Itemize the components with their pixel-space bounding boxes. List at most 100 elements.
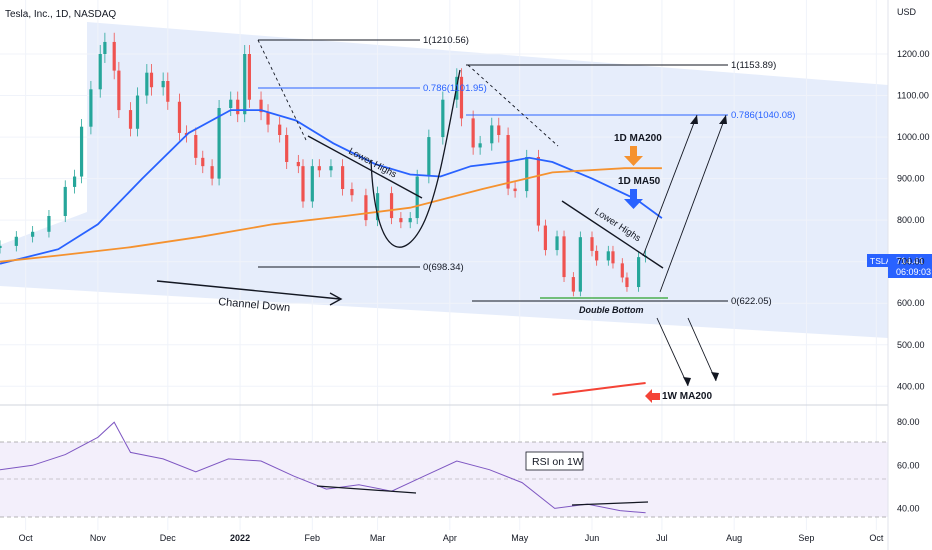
x-tick-label: Jul <box>656 533 668 543</box>
candle-body <box>296 162 300 167</box>
candle-body <box>0 245 2 248</box>
candle-body <box>14 236 18 246</box>
fib-top-left-label: 1(1210.56) <box>423 35 469 46</box>
x-tick-label: Apr <box>443 533 457 543</box>
candle-body <box>375 193 380 221</box>
projection-arrowhead-2 <box>719 115 727 124</box>
projection-arrowhead-3 <box>683 377 691 386</box>
indicator-lines <box>0 109 663 514</box>
rsi-label: RSI on 1W <box>532 456 583 468</box>
candle-body <box>310 166 314 202</box>
candle-body <box>103 41 107 54</box>
1d-ma50-line <box>0 109 663 265</box>
candle-body <box>606 251 610 261</box>
candle-body <box>578 237 582 292</box>
candle-body <box>89 89 93 127</box>
candle-body <box>149 72 154 88</box>
lower-highs-line-2 <box>561 200 664 269</box>
y-tick-label: 600.00 <box>897 298 925 308</box>
lower-highs-line-1 <box>307 135 423 199</box>
channel-down-area <box>0 22 888 338</box>
price-tag-symbol: TSLA <box>870 256 892 266</box>
candle-body <box>145 72 149 96</box>
candle-body <box>194 135 198 158</box>
candle-body <box>63 186 67 216</box>
candle-body <box>135 95 140 129</box>
rsi-tick-label: 40.00 <box>897 503 920 513</box>
candle-body <box>478 143 482 148</box>
x-tick-label: Oct <box>869 533 884 543</box>
rsi-trendline-1 <box>316 485 417 494</box>
dashed-guide-right <box>467 64 559 147</box>
rebound-curve <box>370 69 461 248</box>
candle-body <box>637 257 641 288</box>
ma50-label: 1D MA50 <box>618 176 661 187</box>
candle-body <box>117 70 121 111</box>
rsi-tick-label: 80.00 <box>897 417 920 427</box>
candles <box>0 32 648 297</box>
projection-arrowhead-4 <box>711 372 719 381</box>
x-tick-label: Feb <box>305 533 321 543</box>
rsi-tick-label: 60.00 <box>897 460 920 470</box>
candle-body <box>350 189 354 196</box>
candle-body <box>329 166 333 171</box>
projection-path-2 <box>659 114 727 293</box>
projection-down-1 <box>656 317 689 387</box>
price-tag-time: 06:09:03 <box>896 267 931 277</box>
candle-body <box>285 135 289 162</box>
candle-body <box>98 54 102 90</box>
price-tag-box <box>888 254 932 278</box>
candle-body <box>590 237 594 251</box>
candle-body <box>161 81 165 88</box>
candle-body <box>210 166 214 179</box>
dashed-guide-left <box>257 39 307 141</box>
price-tag-symbol-box <box>867 254 888 267</box>
candle-body <box>513 188 517 192</box>
candle-body <box>166 81 170 102</box>
fib-top-right-label: 1(1153.89) <box>731 60 776 71</box>
candle-body <box>72 176 77 187</box>
y-tick-label: 700.00 <box>897 257 925 267</box>
candle-body <box>364 195 368 221</box>
candle-body <box>201 157 205 167</box>
ma200-arrow-head <box>624 156 643 166</box>
candle-body <box>441 99 445 138</box>
candle-body <box>497 125 501 135</box>
candle-body <box>112 41 116 71</box>
y-tick-label: 500.00 <box>897 340 925 350</box>
candle-body <box>611 251 615 264</box>
x-tick-label: 2022 <box>230 533 250 543</box>
projection-arrowhead-1 <box>690 115 698 124</box>
rsi-line <box>0 421 646 514</box>
candle-body <box>31 231 35 237</box>
candle-body <box>259 99 263 113</box>
candle-body <box>625 277 629 288</box>
candle-body <box>562 236 566 278</box>
candle-body <box>217 108 221 179</box>
ma200-arrow-shaft <box>630 146 637 157</box>
fib-786-right-label: 0.786(1040.08) <box>731 110 795 121</box>
currency-label: USD <box>897 7 917 17</box>
x-tick-label: Dec <box>160 533 177 543</box>
candle-body <box>128 110 133 129</box>
x-tick-label: Mar <box>370 533 386 543</box>
x-tick-label: Sep <box>798 533 814 543</box>
candle-body <box>571 277 575 292</box>
candle-body <box>595 250 599 261</box>
projection-path-1 <box>642 114 698 257</box>
candle-body <box>555 236 559 251</box>
x-tick-label: Aug <box>726 533 742 543</box>
candle-body <box>177 101 182 133</box>
candle-body <box>278 124 282 135</box>
candle-body <box>408 218 412 223</box>
candle-body <box>415 176 419 219</box>
y-tick-label: 400.00 <box>897 381 925 391</box>
candle-body <box>243 54 247 115</box>
projection-down-2 <box>687 317 717 382</box>
y-tick-label: 900.00 <box>897 174 925 184</box>
y-tick-label: 1000.00 <box>897 132 930 142</box>
x-tick-label: Nov <box>90 533 107 543</box>
ma50-arrow-head <box>624 199 643 209</box>
candle-body <box>236 99 240 115</box>
candle-body <box>536 157 540 226</box>
